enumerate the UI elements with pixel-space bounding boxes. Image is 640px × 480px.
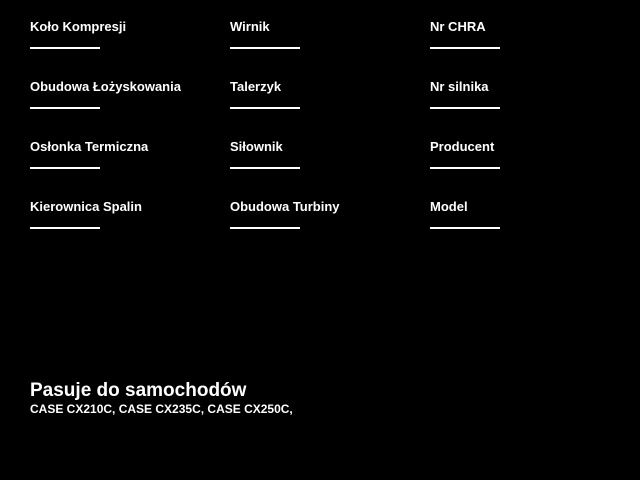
fits-vehicles-heading: Pasuje do samochodów (30, 380, 247, 401)
field-oslonka-termiczna: Osłonka Termiczna (30, 139, 148, 169)
field-label: Obudowa Łożyskowania (30, 79, 181, 94)
field-underline (430, 167, 500, 169)
field-label: Nr silnika (430, 79, 489, 94)
field-silownik: Siłownik (230, 139, 300, 169)
field-label: Producent (430, 139, 495, 154)
field-underline (430, 107, 500, 109)
field-talerzyk: Talerzyk (230, 79, 300, 109)
field-kierownica-spalin: Kierownica Spalin (30, 199, 142, 229)
field-underline (230, 167, 300, 169)
field-label: Kierownica Spalin (30, 199, 142, 214)
field-underline (430, 227, 500, 229)
field-underline (30, 107, 100, 109)
field-label: Model (430, 199, 468, 214)
field-label: Osłonka Termiczna (30, 139, 149, 154)
field-underline (430, 47, 500, 49)
field-label: Nr CHRA (430, 19, 486, 34)
field-obudowa-lozyskowania: Obudowa Łożyskowania (30, 79, 181, 109)
field-underline (30, 227, 100, 229)
field-label: Koło Kompresji (30, 19, 127, 34)
field-underline (230, 227, 300, 229)
field-label: Wirnik (230, 19, 270, 34)
field-underline (30, 47, 100, 49)
field-underline (230, 47, 300, 49)
field-label: Talerzyk (230, 79, 282, 94)
field-nr-silnika: Nr silnika (430, 79, 500, 109)
field-underline (230, 107, 300, 109)
field-underline (30, 167, 100, 169)
field-label: Siłownik (230, 139, 283, 154)
field-obudowa-turbiny: Obudowa Turbiny (230, 199, 340, 229)
field-nr-chra: Nr CHRA (430, 19, 500, 49)
field-label: Obudowa Turbiny (230, 199, 340, 214)
field-producent: Producent (430, 139, 500, 169)
field-model: Model (430, 199, 500, 229)
field-kolo-kompresji: Koło Kompresji (30, 19, 126, 49)
field-wirnik: Wirnik (230, 19, 300, 49)
fits-vehicles-list: CASE CX210C, CASE CX235C, CASE CX250C, (30, 402, 293, 416)
